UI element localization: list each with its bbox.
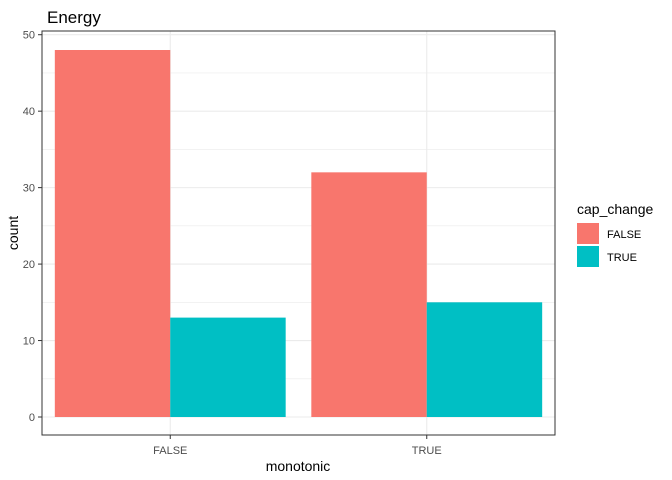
legend-key-false (577, 223, 599, 244)
y-axis: 0 10 20 30 40 50 (23, 30, 42, 424)
y-tick-label: 40 (23, 106, 35, 118)
y-axis-title: count (5, 216, 21, 250)
bars (54, 50, 543, 417)
y-tick-label: 50 (23, 30, 35, 42)
bar-false-true (170, 317, 286, 417)
panel-border (41, 30, 556, 436)
x-axis-title: monotonic (266, 458, 331, 474)
bar-false-false (54, 50, 171, 417)
y-tick-label: 10 (23, 336, 35, 348)
legend-items: FALSE TRUE (577, 223, 641, 267)
legend-key-true (577, 246, 599, 267)
bar-true-false (311, 172, 427, 417)
legend-label: TRUE (607, 252, 637, 264)
legend-title: cap_change (577, 201, 654, 217)
y-tick-label: 20 (23, 259, 35, 271)
legend-label: FALSE (607, 229, 641, 241)
bar-true-true (426, 302, 543, 417)
x-tick-label: FALSE (153, 445, 187, 457)
legend: cap_change FALSE TRUE (577, 201, 654, 267)
x-axis: FALSE TRUE (153, 435, 442, 457)
y-tick-label: 30 (23, 183, 35, 195)
x-tick-label: TRUE (412, 445, 442, 457)
chart-title: Energy (47, 8, 101, 27)
y-tick-label: 0 (29, 412, 35, 424)
